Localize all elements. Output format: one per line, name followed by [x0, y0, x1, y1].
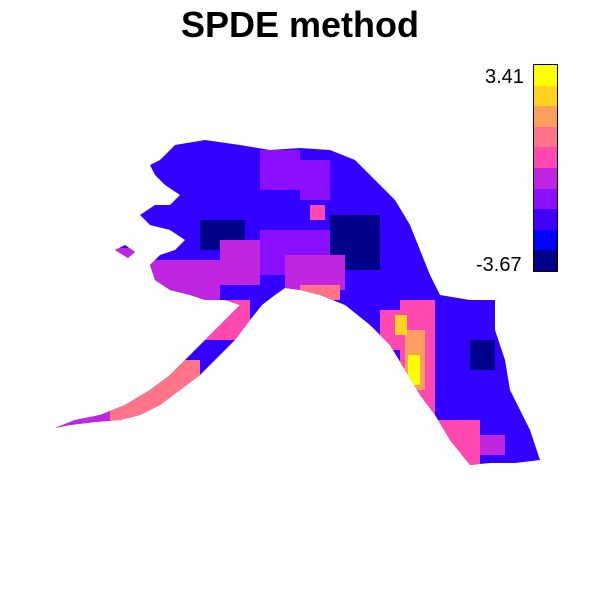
legend-max-label: 3.41 [485, 66, 524, 88]
legend-swatch [534, 65, 557, 86]
legend-swatch [534, 209, 557, 230]
legend-swatch [534, 188, 557, 210]
legend-swatch [534, 106, 557, 127]
legend-swatch [534, 147, 557, 168]
legend-swatch [534, 167, 557, 189]
legend-swatch [534, 229, 557, 251]
legend-colorbar [533, 64, 558, 272]
legend-swatch [534, 85, 557, 107]
legend-swatch [534, 126, 557, 148]
legend-swatch [534, 250, 557, 271]
map-title: SPDE method [180, 4, 420, 45]
legend-min-label: -3.67 [476, 254, 522, 276]
